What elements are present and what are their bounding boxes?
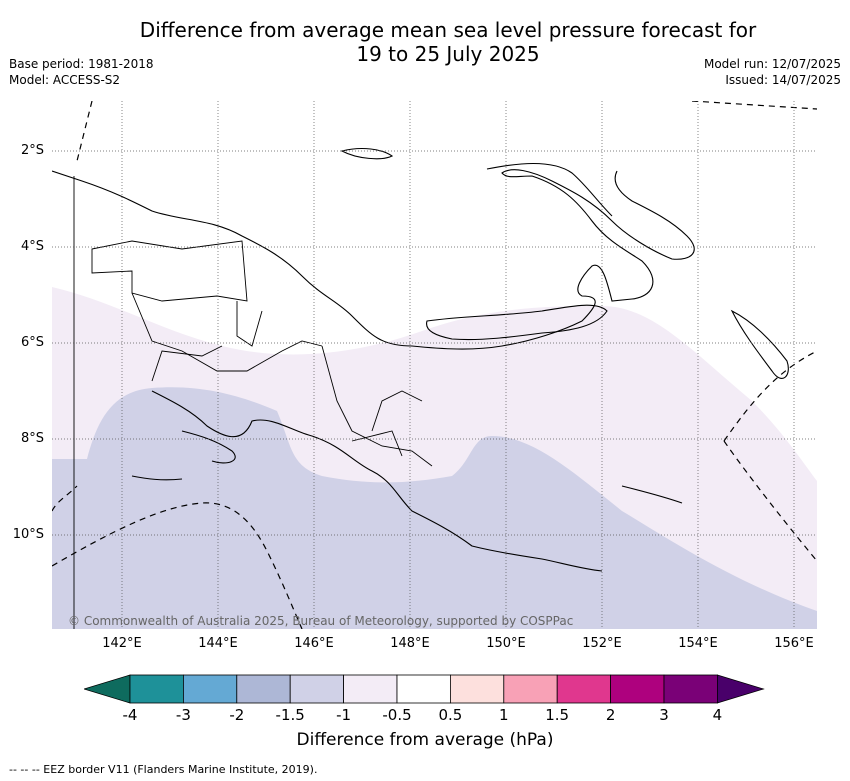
- eez-borders: [52, 101, 817, 629]
- colorbar-tick-label: -2: [229, 706, 245, 724]
- lat-label-8s: 8°S: [20, 431, 44, 446]
- colorbar-segment: [236, 674, 291, 704]
- colorbar-segment: [183, 674, 238, 704]
- lon-label-148e: 148°E: [390, 636, 430, 651]
- map-panel[interactable]: [52, 101, 817, 629]
- eez-footer-note: -- -- -- EEZ border V11 (Flanders Marine…: [9, 763, 318, 776]
- colorbar-tick-label: -1.5: [275, 706, 305, 724]
- coastlines: [52, 147, 789, 572]
- meta-left: Base period: 1981-2018 Model: ACCESS-S2: [9, 56, 154, 88]
- map-svg: [52, 101, 817, 629]
- colorbar-segment: [396, 674, 451, 704]
- colorbar-extend-low: [84, 674, 131, 704]
- new-guinea-coast: [52, 169, 695, 350]
- colorbar-tick-label: -0.5: [382, 706, 412, 724]
- lon-label-154e: 154°E: [678, 636, 718, 651]
- lon-label-156e: 156°E: [774, 636, 814, 651]
- colorbar: [84, 674, 765, 704]
- colorbar-segments: [84, 674, 765, 704]
- new-britain: [426, 304, 608, 341]
- anomaly-region-medium: [52, 387, 817, 629]
- chart-title: Difference from average mean sea level p…: [139, 18, 757, 66]
- south-coast: [151, 390, 603, 572]
- lat-label-10s: 10°S: [12, 527, 44, 542]
- colorbar-segment: [343, 674, 398, 704]
- lon-label-142e: 142°E: [102, 636, 142, 651]
- lon-label-144e: 144°E: [198, 636, 238, 651]
- lat-label-2s: 2°S: [20, 143, 44, 158]
- meta-right: Model run: 12/07/2025 Issued: 14/07/2025: [704, 56, 841, 88]
- colorbar-segment: [610, 674, 665, 704]
- bougainville: [730, 309, 789, 379]
- lat-label-4s: 4°S: [20, 239, 44, 254]
- lon-label-146e: 146°E: [294, 636, 334, 651]
- colorbar-segment: [129, 674, 184, 704]
- graticule: [52, 101, 817, 629]
- lon-label-150e: 150°E: [486, 636, 526, 651]
- colorbar-tick-label: -3: [175, 706, 191, 724]
- issued-text: Issued: 14/07/2025: [725, 73, 841, 87]
- colorbar-tick-label: -4: [122, 706, 138, 724]
- colorbar-tick-label: 3: [659, 706, 669, 724]
- colorbar-segment: [503, 674, 558, 704]
- colorbar-segment: [556, 674, 612, 704]
- colorbar-tick-label: 1.5: [545, 706, 570, 724]
- new-ireland: [486, 162, 613, 217]
- colorbar-tick-label: -1: [336, 706, 352, 724]
- lat-label-6s: 6°S: [20, 335, 44, 350]
- admiralty-islands: [340, 147, 394, 160]
- torres-islands: [131, 475, 183, 481]
- louisiade: [621, 485, 683, 504]
- credit-text: © Commonwealth of Australia 2025, Bureau…: [68, 614, 574, 628]
- colorbar-segment: [289, 674, 344, 704]
- colorbar-tick-label: 2: [605, 706, 616, 724]
- river-delta: [181, 430, 236, 464]
- lon-label-152e: 152°E: [582, 636, 622, 651]
- colorbar-extend-high: [717, 674, 765, 704]
- colorbar-segment: [449, 674, 505, 704]
- colorbar-tick-label: 4: [712, 706, 723, 724]
- colorbar-label: Difference from average (hPa): [296, 730, 554, 750]
- colorbar-tick-label: 1: [499, 706, 509, 724]
- model-run-text: Model run: 12/07/2025: [703, 57, 841, 71]
- colorbar-segment: [663, 674, 718, 704]
- base-period-text: Base period: 1981-2018: [9, 57, 154, 71]
- model-text: Model: ACCESS-S2: [9, 73, 121, 87]
- colorbar-tick-label: 0.5: [438, 706, 463, 724]
